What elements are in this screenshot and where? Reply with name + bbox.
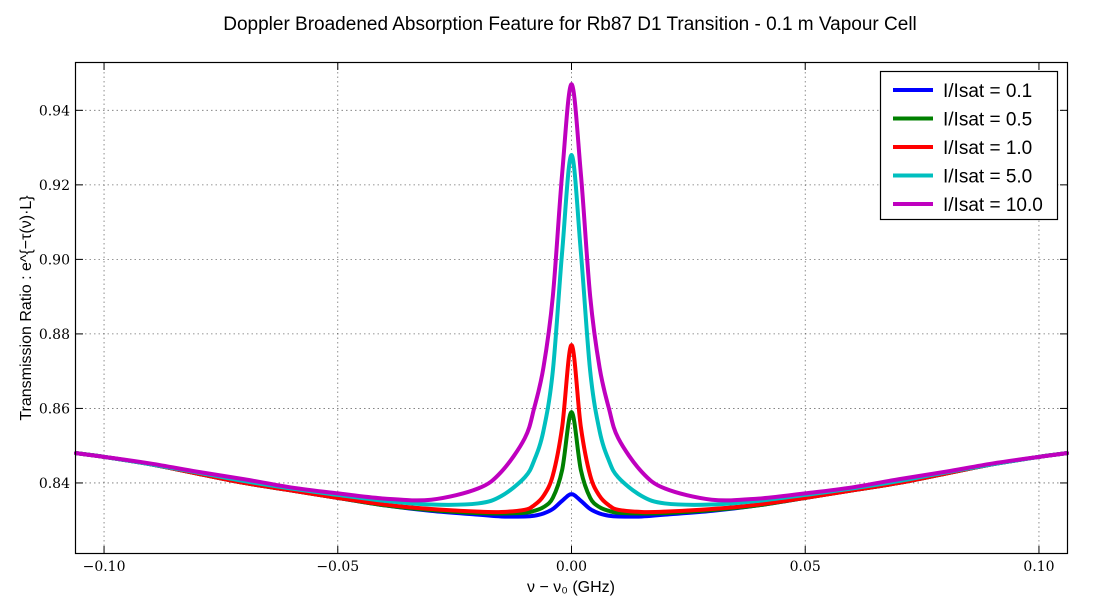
y-tick-label: 0.88	[39, 327, 70, 343]
legend-label-1: I/Isat = 0.1	[943, 81, 1032, 102]
y-tick-label: 0.90	[39, 252, 70, 268]
legend-label-4: I/Isat = 5.0	[943, 167, 1032, 188]
x-tick-label: 0.05	[790, 559, 821, 575]
legend: I/Isat = 0.1 I/Isat = 0.5 I/Isat = 1.0 I/Is…	[879, 70, 1059, 221]
x-tick-label: −0.05	[316, 559, 359, 575]
series-line-2	[74, 410, 1069, 516]
x-tick-label: 0.10	[1023, 559, 1054, 575]
y-tick-label: 0.92	[39, 178, 70, 194]
x-axis-label: ν − ν₀ (GHz)	[527, 579, 615, 596]
axis-ticks: −0.10 −0.05 0.00 0.05 0.10 0.84 0.86 0.88 0.90 0.…	[39, 63, 1067, 575]
y-tick-label: 0.86	[39, 401, 70, 417]
series-line-1	[74, 451, 1069, 519]
x-tick-label: 0.00	[556, 559, 587, 575]
legend-label-5: I/Isat = 10.0	[943, 195, 1043, 216]
x-tick-label: −0.10	[83, 559, 126, 575]
legend-label-2: I/Isat = 0.5	[943, 110, 1032, 131]
y-axis-label: Transmission Ratio : e^{−τ(ν)·L}	[18, 195, 35, 421]
series-lines	[74, 82, 1069, 519]
series-line-3	[74, 343, 1069, 515]
legend-label-3: I/Isat = 1.0	[943, 138, 1032, 159]
y-tick-label: 0.94	[39, 103, 70, 119]
y-tick-label: 0.84	[39, 476, 70, 492]
plot-area-frame	[74, 61, 1069, 555]
grid-lines	[76, 63, 1067, 553]
chart-title: Doppler Broadened Absorption Feature for…	[223, 14, 917, 35]
series-line-5	[74, 82, 1069, 503]
